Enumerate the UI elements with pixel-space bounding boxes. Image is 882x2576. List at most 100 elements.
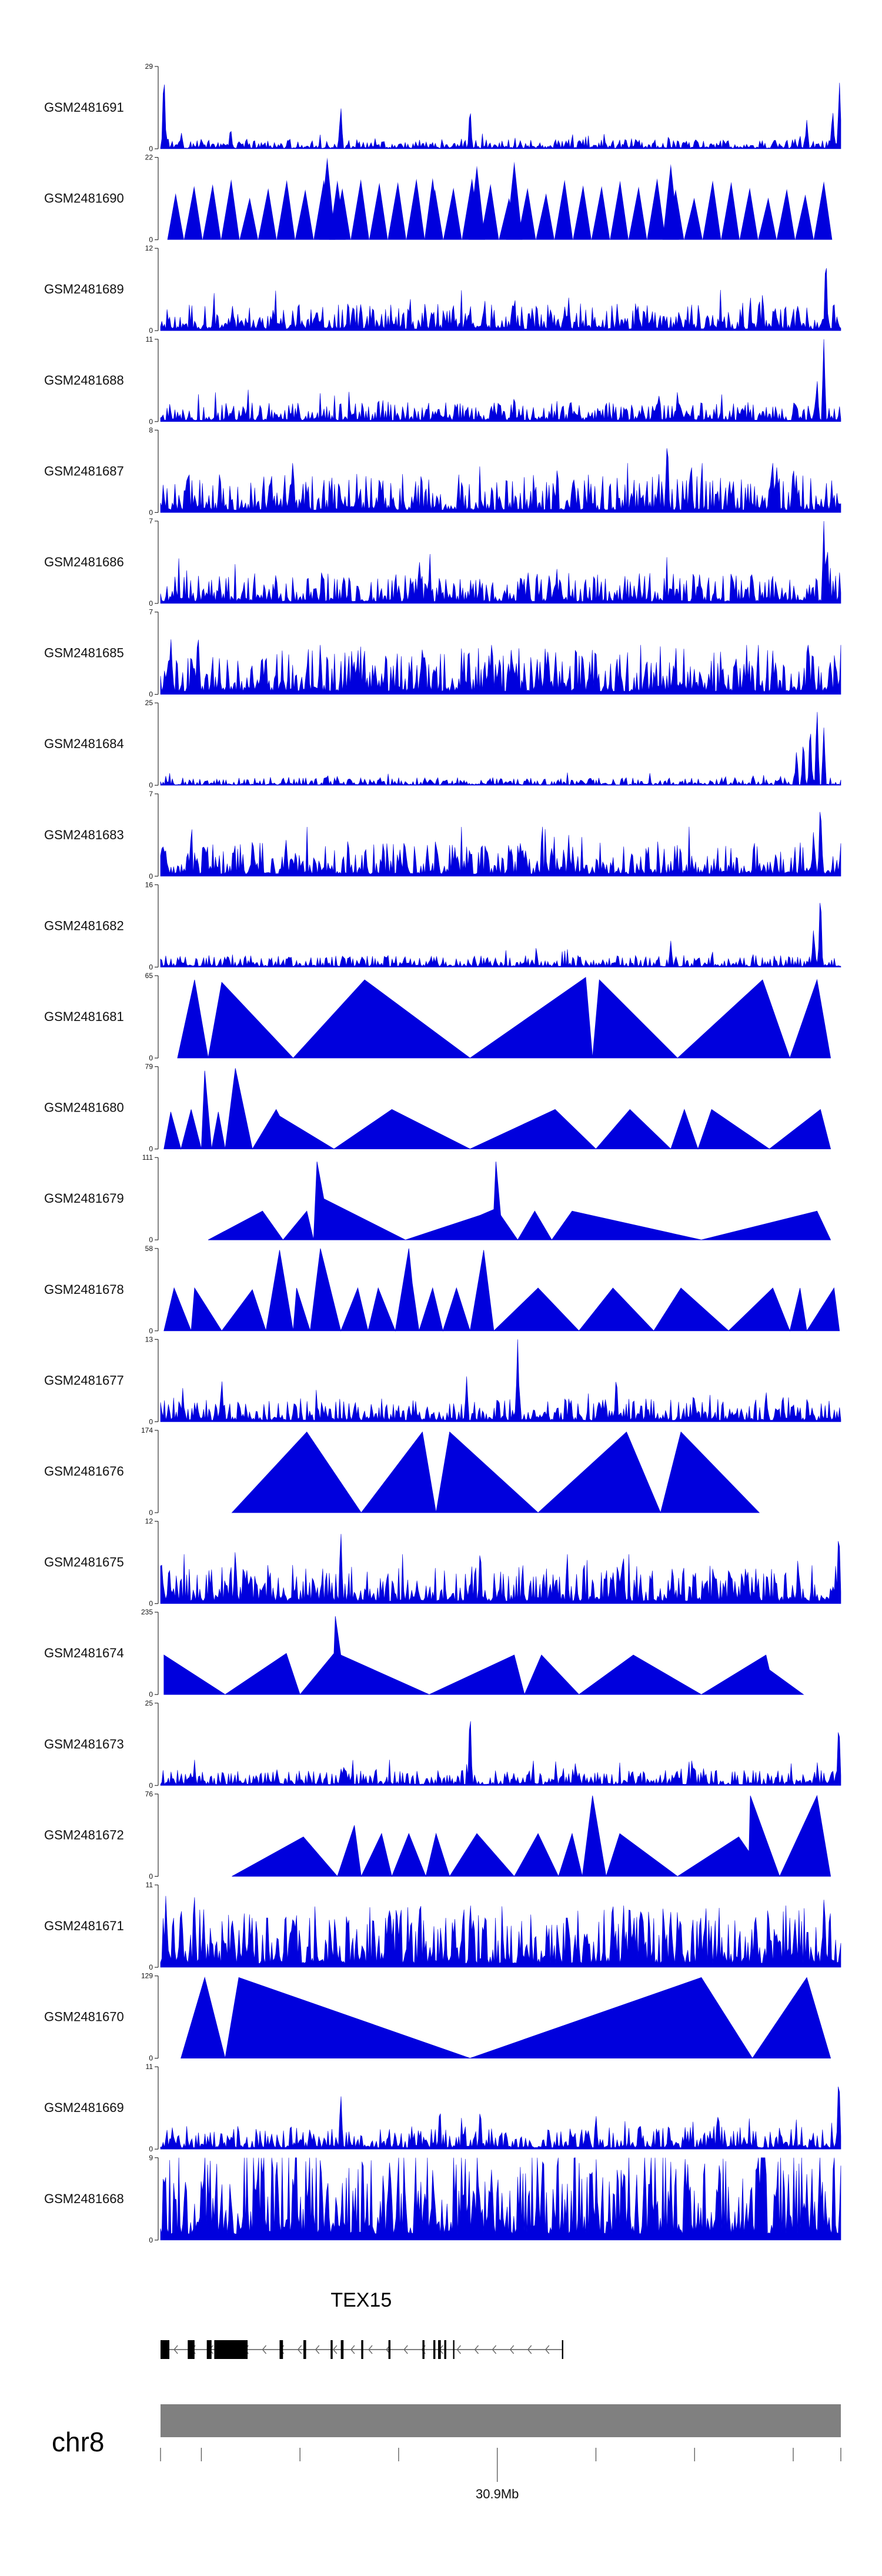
track-label: GSM2481681 <box>44 1009 124 1024</box>
track-label: GSM2481684 <box>44 736 124 751</box>
track-label: GSM2481691 <box>44 100 124 115</box>
track-label: GSM2481686 <box>44 555 124 569</box>
y-tick-label-min: 0 <box>149 1145 153 1153</box>
track-label: GSM2481672 <box>44 1827 124 1842</box>
gene-track: TEX15 <box>161 2289 563 2359</box>
gene-exon-thin <box>388 2340 391 2359</box>
strand-arrow-icon <box>403 2345 408 2354</box>
signal-area <box>160 2157 841 2241</box>
strand-arrow-icon <box>509 2345 514 2354</box>
signal-area <box>160 903 841 967</box>
strand-arrow-icon <box>297 2345 302 2354</box>
track-label: GSM2481671 <box>44 1918 124 1933</box>
y-tick-label-min: 0 <box>149 508 153 516</box>
strand-arrow-icon <box>368 2345 373 2354</box>
strand-arrow-icon <box>527 2345 532 2354</box>
track-label: GSM2481687 <box>44 463 124 478</box>
signal-area <box>160 1896 841 1968</box>
gene-exon-thin <box>330 2340 333 2359</box>
strand-arrow-icon <box>544 2345 550 2354</box>
signal-area <box>163 1616 804 1696</box>
y-tick-label-max: 235 <box>141 1608 153 1616</box>
track-gsm2481684: GSM2481684 25 0 <box>44 699 841 789</box>
track-gsm2481688: GSM2481688 11 0 <box>44 335 841 426</box>
chromosome-bar <box>161 2404 841 2437</box>
signal-area <box>160 1534 841 1604</box>
y-tick-label-max: 58 <box>145 1244 153 1253</box>
y-tick-label-max: 174 <box>141 1426 153 1434</box>
y-tick-label-min: 0 <box>149 1327 153 1335</box>
track-gsm2481676: GSM2481676 174 0 <box>44 1426 760 1517</box>
track-label: GSM2481676 <box>44 1464 124 1479</box>
y-tick-label-max: 79 <box>145 1063 153 1071</box>
signal-area <box>163 1068 831 1150</box>
y-tick-label-max: 76 <box>145 1790 153 1798</box>
y-tick-label-min: 0 <box>149 1236 153 1244</box>
track-gsm2481683: GSM2481683 7 0 <box>44 790 841 880</box>
y-tick-label-max: 16 <box>145 880 153 889</box>
track-gsm2481691: GSM2481691 29 0 <box>44 62 841 153</box>
y-tick-label-min: 0 <box>149 236 153 244</box>
chromosome-label: chr8 <box>52 2427 104 2457</box>
genomic-position-label: 30.9Mb <box>476 2487 519 2501</box>
y-tick-label-max: 11 <box>146 335 153 343</box>
gene-label-tex15: TEX15 <box>330 2289 392 2311</box>
gene-exon <box>214 2340 248 2359</box>
y-tick-label-min: 0 <box>149 1509 153 1517</box>
signal-area <box>160 639 841 695</box>
y-tick-label-max: 129 <box>141 1972 153 1980</box>
signal-area <box>160 812 841 877</box>
signal-area <box>232 1794 831 1877</box>
track-label: GSM2481677 <box>44 1373 124 1387</box>
track-label: GSM2481670 <box>44 2010 124 2024</box>
y-tick-label-max: 7 <box>149 790 153 798</box>
signal-area <box>163 1248 840 1332</box>
gene-exon-thin <box>361 2340 363 2359</box>
y-tick-label-min: 0 <box>149 2054 153 2063</box>
track-gsm2481672: GSM2481672 76 0 <box>44 1790 831 1880</box>
y-tick-label-min: 0 <box>149 418 153 426</box>
signal-tracks: GSM2481691290GSM2481690220GSM2481689120G… <box>44 62 841 2244</box>
signal-peak <box>506 161 523 240</box>
track-label: GSM2481679 <box>44 1191 124 1206</box>
signal-area <box>208 1162 831 1240</box>
y-tick-label-max: 29 <box>145 62 153 71</box>
y-tick-label-min: 0 <box>149 2145 153 2153</box>
gene-exon-thin <box>444 2340 446 2359</box>
track-label: GSM2481689 <box>44 282 124 296</box>
strand-arrow-icon <box>474 2345 479 2354</box>
signal-area <box>160 339 841 422</box>
chromosome-axis-ticks <box>160 2448 841 2482</box>
y-tick-label-min: 0 <box>149 2236 153 2244</box>
y-tick-label-max: 25 <box>145 1699 153 1707</box>
track-gsm2481678: GSM2481678 58 0 <box>44 1244 840 1335</box>
track-label: GSM2481685 <box>44 646 124 660</box>
signal-area <box>160 268 841 331</box>
y-tick-label-min: 0 <box>149 145 153 153</box>
track-label: GSM2481683 <box>44 827 124 842</box>
signal-peak <box>319 157 336 240</box>
strand-arrow-icon <box>456 2345 461 2354</box>
strand-arrow-icon <box>492 2345 497 2354</box>
y-tick-label-max: 13 <box>145 1335 153 1343</box>
track-label: GSM2481673 <box>44 1737 124 1751</box>
y-tick-label-min: 0 <box>149 599 153 608</box>
signal-area <box>160 1339 841 1422</box>
signal-peak <box>662 163 679 240</box>
signal-peak <box>424 178 441 240</box>
y-tick-label-max: 12 <box>145 244 153 252</box>
track-gsm2481669: GSM2481669 11 0 <box>44 2063 841 2153</box>
track-gsm2481686: GSM2481686 7 0 <box>44 517 841 608</box>
ideogram-track: chr8 30.9Mb <box>52 2404 841 2501</box>
y-tick-label-max: 111 <box>142 1153 153 1162</box>
gene-exon-thin <box>453 2340 455 2359</box>
signal-area <box>160 520 841 604</box>
track-gsm2481690: GSM2481690 22 0 <box>44 154 833 244</box>
y-tick-label-max: 9 <box>149 2154 153 2162</box>
gene-exon <box>340 2340 344 2359</box>
gene-exon <box>438 2340 441 2359</box>
y-tick-label-max: 11 <box>146 2063 153 2071</box>
y-tick-label-min: 0 <box>149 1690 153 1699</box>
gene-exon <box>188 2340 195 2359</box>
